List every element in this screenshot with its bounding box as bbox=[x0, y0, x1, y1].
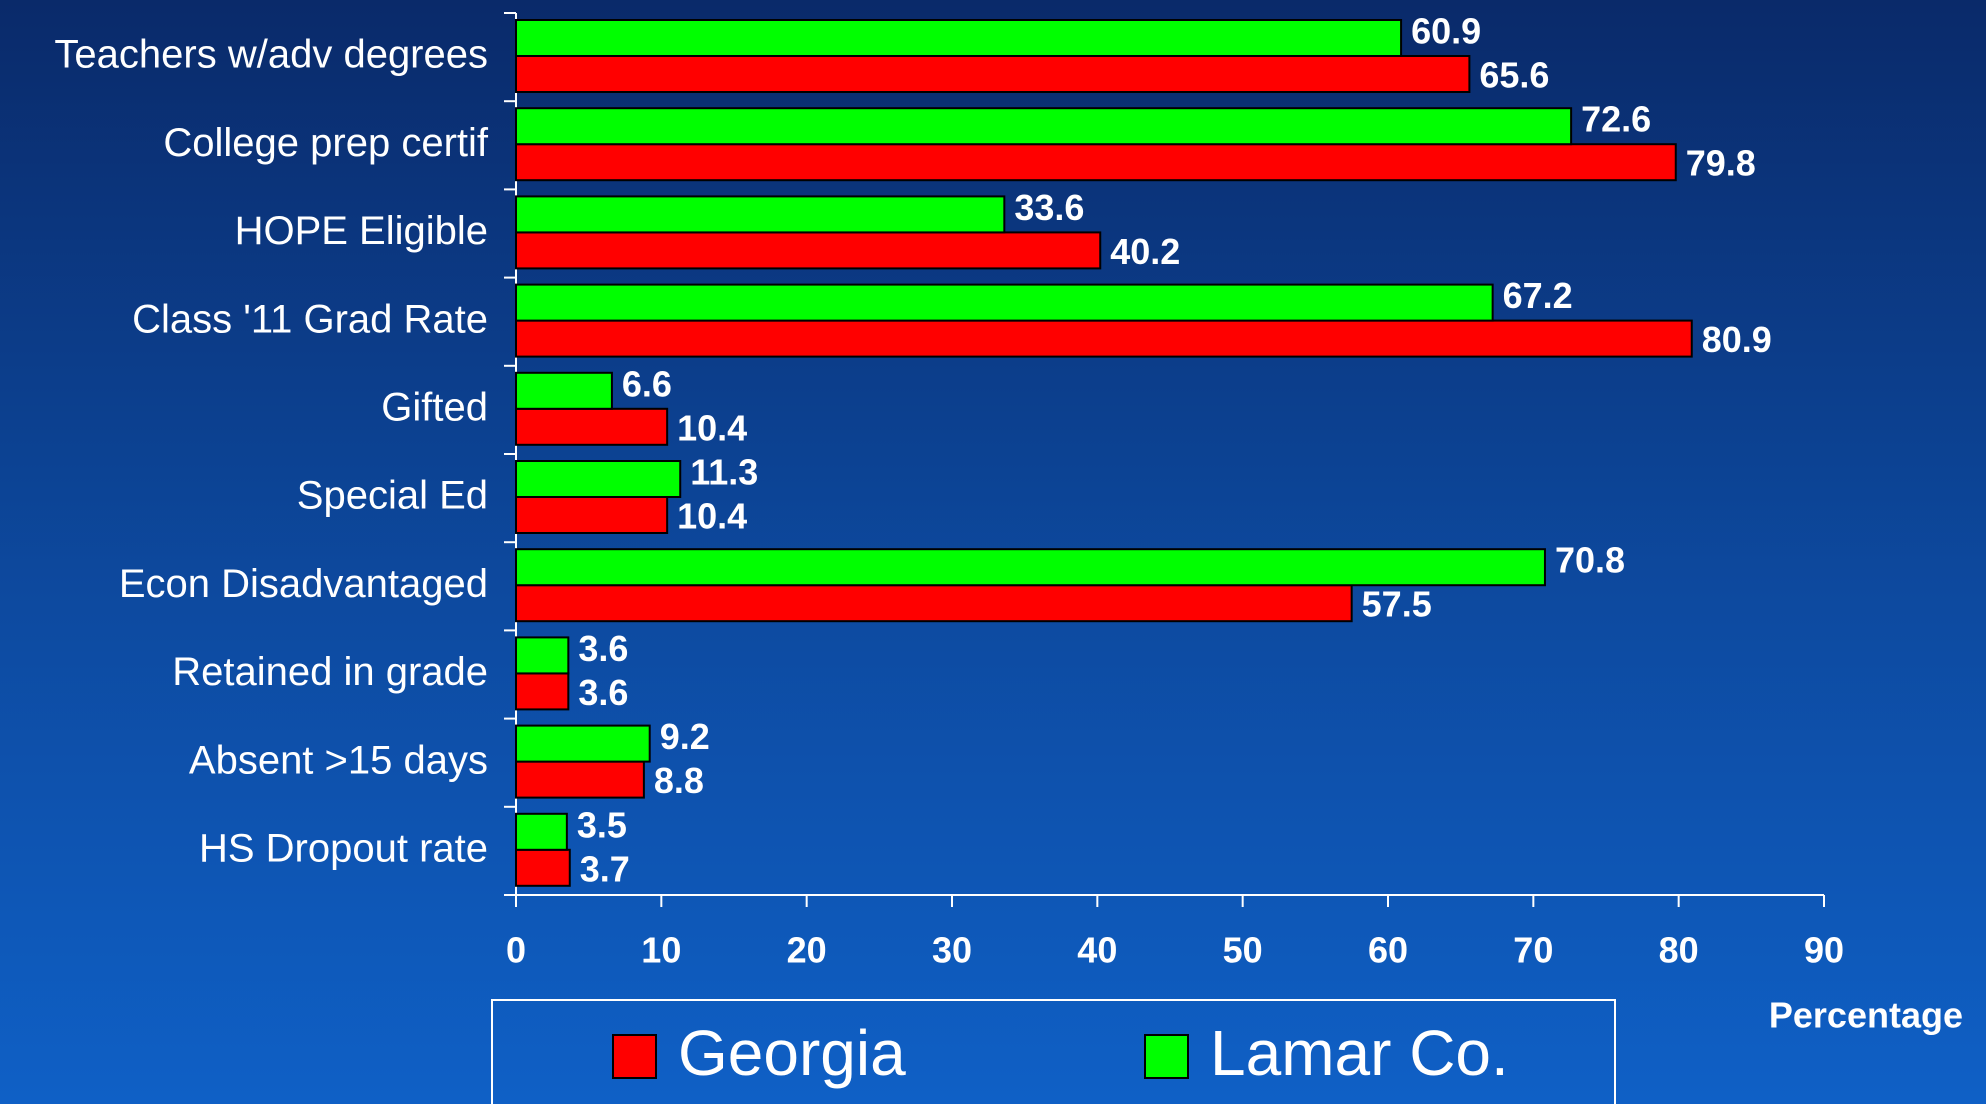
bar bbox=[515, 496, 669, 534]
value-label: 57.5 bbox=[1362, 584, 1432, 625]
x-axis-label: Percentage bbox=[1769, 995, 1963, 1036]
bar bbox=[515, 672, 570, 711]
value-label: 10.4 bbox=[677, 496, 747, 537]
value-label: 3.6 bbox=[578, 672, 628, 713]
bar bbox=[515, 143, 1677, 182]
value-label: 3.6 bbox=[578, 628, 628, 669]
x-tick-label: 10 bbox=[641, 930, 681, 971]
y-tick-label: HS Dropout rate bbox=[199, 826, 488, 870]
y-tick-label: Class '11 Grad Rate bbox=[132, 297, 488, 341]
y-tick-label: Retained in grade bbox=[172, 650, 488, 694]
y-tick-label: HOPE Eligible bbox=[235, 209, 488, 253]
x-tick-label: 20 bbox=[787, 930, 827, 971]
x-tick-label: 90 bbox=[1804, 930, 1844, 971]
value-label: 10.4 bbox=[677, 407, 747, 448]
legend-swatch bbox=[1144, 1034, 1189, 1079]
legend-swatch bbox=[612, 1034, 657, 1079]
bar bbox=[515, 812, 568, 851]
bar bbox=[515, 231, 1102, 270]
x-tick-label: 70 bbox=[1513, 930, 1553, 971]
y-tick-label: Econ Disadvantaged bbox=[119, 562, 488, 606]
bar bbox=[515, 19, 1403, 57]
value-label: 72.6 bbox=[1581, 99, 1651, 140]
legend-label: Lamar Co. bbox=[1210, 1017, 1509, 1089]
x-tick-label: 60 bbox=[1368, 930, 1408, 971]
legend-box bbox=[491, 999, 1616, 1104]
bar bbox=[515, 548, 1546, 587]
value-label: 3.7 bbox=[580, 848, 630, 889]
bar bbox=[515, 724, 651, 763]
legend-label: Georgia bbox=[678, 1017, 906, 1089]
bar bbox=[515, 584, 1353, 623]
y-tick-label: College prep certif bbox=[163, 121, 488, 165]
value-label: 33.6 bbox=[1014, 187, 1084, 228]
value-label: 80.9 bbox=[1702, 319, 1772, 360]
bar bbox=[515, 848, 571, 887]
x-tick-label: 40 bbox=[1077, 930, 1117, 971]
y-tick-label: Gifted bbox=[381, 385, 488, 429]
value-label: 65.6 bbox=[1479, 55, 1549, 96]
bar bbox=[515, 319, 1693, 358]
value-label: 60.9 bbox=[1411, 11, 1481, 52]
bar bbox=[515, 107, 1573, 146]
bar bbox=[515, 195, 1006, 234]
bar bbox=[515, 760, 645, 799]
value-label: 79.8 bbox=[1686, 143, 1756, 184]
value-label: 40.2 bbox=[1110, 231, 1180, 272]
value-label: 8.8 bbox=[654, 760, 704, 801]
x-tick-label: 0 bbox=[506, 930, 526, 971]
value-label: 3.5 bbox=[577, 804, 627, 845]
bar bbox=[515, 371, 613, 410]
x-tick-label: 50 bbox=[1223, 930, 1263, 971]
bar bbox=[515, 460, 682, 498]
value-label: 70.8 bbox=[1555, 540, 1625, 581]
bar bbox=[515, 636, 570, 675]
y-tick-label: Teachers w/adv degrees bbox=[54, 33, 488, 77]
value-label: 11.3 bbox=[690, 452, 758, 493]
bar bbox=[515, 55, 1471, 93]
value-label: 9.2 bbox=[660, 716, 710, 757]
y-tick-label: Special Ed bbox=[297, 474, 488, 518]
x-tick-label: 30 bbox=[932, 930, 972, 971]
bar bbox=[515, 283, 1494, 322]
value-label: 67.2 bbox=[1503, 275, 1573, 316]
x-tick-label: 80 bbox=[1659, 930, 1699, 971]
y-tick-label: Absent >15 days bbox=[189, 738, 488, 782]
value-label: 6.6 bbox=[622, 363, 672, 404]
bar bbox=[515, 407, 669, 446]
